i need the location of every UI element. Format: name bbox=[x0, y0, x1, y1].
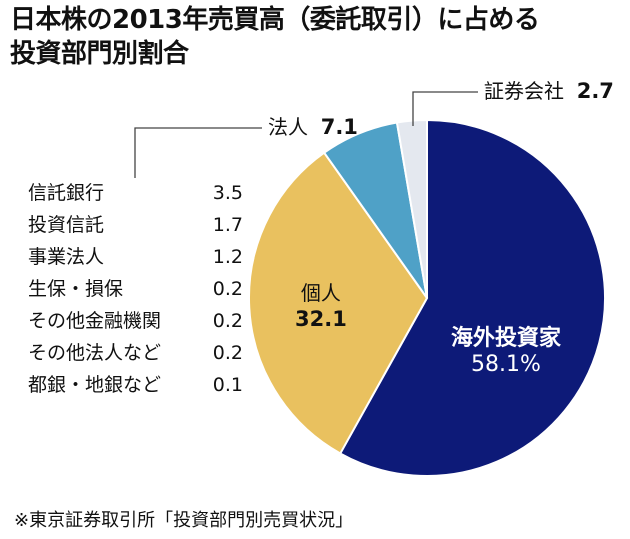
label-securities: 証券会社 2.7 bbox=[484, 78, 614, 104]
breakdown-name: その他金融機関 bbox=[28, 310, 162, 332]
slice-securities-companies bbox=[395, 118, 428, 299]
label-individuals-value: 32.1 bbox=[295, 307, 347, 331]
label-corporate-value: 7.1 bbox=[320, 115, 358, 139]
label-securities-name: 証券会社 bbox=[484, 79, 564, 103]
breakdown-name: 信託銀行 bbox=[28, 182, 105, 204]
breakdown-value: 0.1 bbox=[212, 374, 243, 396]
label-foreign-name: 海外投資家 bbox=[450, 326, 561, 351]
breakdown-value: 1.7 bbox=[212, 214, 243, 236]
breakdown-name: 事業法人 bbox=[28, 246, 105, 268]
chart-title-line2: 投資部門別割合 bbox=[10, 39, 189, 69]
breakdown-value: 3.5 bbox=[212, 182, 243, 204]
label-corporate-name: 法人 bbox=[268, 115, 308, 139]
label-individuals-name: 個人 bbox=[300, 281, 341, 305]
label-securities-value: 2.7 bbox=[576, 79, 614, 103]
chart-title-line1: 日本株の2013年売買高（委託取引）に占める bbox=[10, 5, 540, 35]
breakdown-name: 生保・損保 bbox=[28, 278, 124, 300]
breakdown-value: 0.2 bbox=[212, 278, 243, 300]
slice-individuals bbox=[248, 151, 429, 455]
breakdown-name: 投資信託 bbox=[28, 214, 105, 236]
label-individuals: 個人 32.1 bbox=[295, 280, 347, 332]
leader-line-securities bbox=[412, 91, 478, 126]
slice-foreign-investors bbox=[338, 118, 606, 477]
leader-line-corporate bbox=[134, 127, 262, 178]
breakdown-value: 0.2 bbox=[212, 310, 243, 332]
breakdown-value: 0.2 bbox=[212, 342, 243, 364]
breakdown-name: その他法人など bbox=[28, 342, 162, 364]
breakdown-name: 都銀・地銀など bbox=[28, 374, 162, 396]
label-foreign-value: 58.1% bbox=[471, 352, 541, 377]
breakdown-value: 1.2 bbox=[212, 246, 243, 268]
source-note: ※東京証券取引所「投資部門別売買状況」 bbox=[14, 510, 354, 531]
label-corporate: 法人 7.1 bbox=[268, 114, 358, 140]
label-foreign: 海外投資家 58.1% bbox=[446, 326, 566, 378]
